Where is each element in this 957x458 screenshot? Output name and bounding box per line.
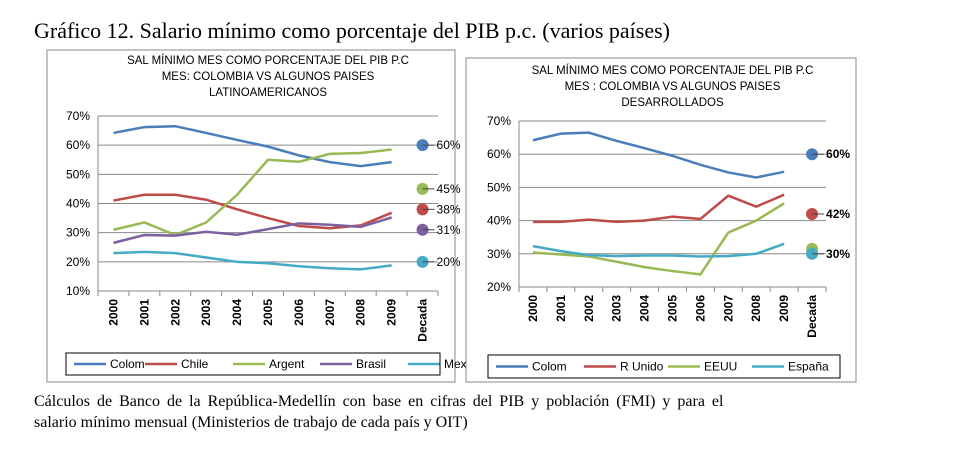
y-tick-label: 30% <box>487 247 511 261</box>
decada-label: 20% <box>437 255 461 269</box>
legend-label: Colom <box>110 357 145 371</box>
legend-label: Mex <box>444 357 467 371</box>
x-tick-label: 2003 <box>610 295 624 322</box>
decada-label: 31% <box>437 223 461 237</box>
y-tick-label: 70% <box>487 114 511 128</box>
decada-label: 30% <box>826 247 850 261</box>
x-tick-label: Decada <box>416 299 430 342</box>
decada-label: 38% <box>437 202 461 216</box>
y-tick-label: 60% <box>66 138 90 152</box>
x-tick-label: 2005 <box>261 299 275 326</box>
series-line-Colom <box>532 131 785 179</box>
y-tick-label: 50% <box>487 180 511 194</box>
decada-label: 42% <box>826 207 850 221</box>
series-line-R Unido <box>532 193 785 224</box>
series-line-Colom <box>113 124 392 168</box>
series-line-Brasil <box>113 216 392 245</box>
decada-label: 45% <box>437 182 461 196</box>
series-line-Mex <box>113 250 392 271</box>
chart-title: DESARROLLADOS <box>621 97 724 109</box>
chart-frame <box>465 57 857 383</box>
x-tick-label: 2000 <box>106 299 120 326</box>
x-tick-label: 2008 <box>354 299 368 326</box>
decada-label: 60% <box>437 138 461 152</box>
x-tick-label: 2007 <box>721 295 735 322</box>
caption-line-2: salario mínimo mensual (Ministerios de t… <box>34 414 468 431</box>
y-tick-label: 40% <box>487 214 511 228</box>
y-tick-label: 20% <box>487 280 511 294</box>
y-tick-label: 10% <box>66 284 90 298</box>
x-tick-label: 2001 <box>554 295 568 322</box>
x-tick-label: 2004 <box>638 295 652 322</box>
x-tick-label: 2002 <box>168 299 182 326</box>
chart-title: SAL MÍNIMO MES COMO PORCENTAJE DEL PIB P… <box>127 54 409 67</box>
x-tick-label: 2008 <box>749 295 763 322</box>
series-line-Argent <box>113 148 392 237</box>
legend-label: EEUU <box>704 360 737 374</box>
y-tick-label: 30% <box>66 226 90 240</box>
legend-label: Argent <box>269 357 305 371</box>
figure-title: Gráfico 12. Salario mínimo como porcenta… <box>34 18 670 43</box>
y-tick-label: 20% <box>66 255 90 269</box>
x-tick-label: 2003 <box>199 299 213 326</box>
x-tick-label: 2004 <box>230 299 244 326</box>
decada-label: 60% <box>826 147 850 161</box>
chart-title: SAL MÍNIMO MES COMO PORCENTAJE DEL PIB P… <box>532 64 814 77</box>
legend-label: R Unido <box>620 360 664 374</box>
x-tick-label: 2000 <box>526 295 540 322</box>
caption-line-1: Cálculos de Banco de la República-Medell… <box>34 393 724 410</box>
y-tick-label: 50% <box>66 167 90 181</box>
legend <box>487 354 841 379</box>
x-tick-label: 2002 <box>582 295 596 322</box>
x-tick-label: 2001 <box>137 299 151 326</box>
x-tick-label: Decada <box>805 295 819 338</box>
legend-label: Chile <box>181 357 209 371</box>
chart-title: MES : COLOMBIA VS ALGUNOS PAISES <box>565 81 781 93</box>
series-line-España <box>532 242 785 258</box>
chart-title: LATINOAMERICANOS <box>209 87 327 99</box>
legend-label: Colom <box>532 360 567 374</box>
y-tick-label: 70% <box>66 109 90 123</box>
chart-frame <box>46 49 456 383</box>
legend <box>65 352 441 376</box>
series-line-EEUU <box>532 202 785 276</box>
x-tick-label: 2005 <box>666 295 680 322</box>
y-tick-label: 60% <box>487 147 511 161</box>
legend-label: Brasil <box>356 357 386 371</box>
x-tick-label: 2006 <box>693 295 707 322</box>
x-tick-label: 2006 <box>292 299 306 326</box>
y-tick-label: 40% <box>66 197 90 211</box>
legend-label: España <box>788 360 829 374</box>
x-tick-label: 2007 <box>323 299 337 326</box>
x-tick-label: 2009 <box>385 299 399 326</box>
chart-title: MES: COLOMBIA VS ALGUNOS PAISES <box>162 71 375 83</box>
x-tick-label: 2009 <box>777 295 791 322</box>
